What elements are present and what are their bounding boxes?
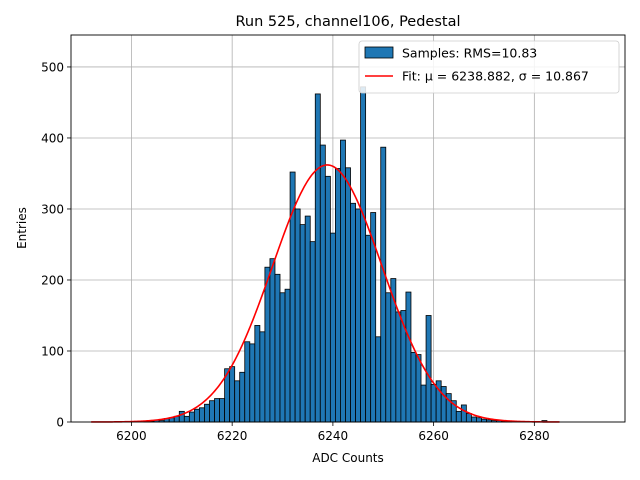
histogram-bar (360, 86, 367, 423)
histogram-bar (209, 400, 215, 423)
legend-fit-label: Fit: μ = 6238.882, σ = 10.867 (402, 69, 589, 84)
y-axis-ticks: 0 100 200 300 400 500 (41, 60, 71, 429)
histogram-bar (335, 168, 341, 423)
histogram-bar (425, 315, 432, 423)
histogram-bar (183, 415, 190, 423)
x-tick-label: 6200 (116, 429, 147, 443)
histogram-bar (405, 291, 412, 423)
histogram-bar (299, 224, 306, 423)
chart-title: Run 525, channel106, Pedestal (235, 14, 460, 30)
y-tick-label: 100 (41, 344, 64, 358)
histogram-bar (259, 331, 266, 423)
histogram-bar (340, 139, 346, 423)
histogram-bar (314, 93, 321, 423)
histogram-bar (355, 208, 361, 423)
histogram-bar (264, 266, 271, 423)
histogram-bar (284, 288, 291, 423)
histogram-bar (375, 336, 382, 423)
histogram-bar (229, 366, 236, 423)
histogram-bar (430, 383, 437, 423)
x-axis-label: ADC Counts (312, 451, 384, 465)
histogram-bar (239, 371, 246, 423)
histogram-bar (350, 202, 356, 423)
histogram-bar (204, 403, 210, 423)
histogram-bar (188, 411, 195, 423)
histogram-bar (244, 341, 251, 423)
histogram-bar (274, 273, 281, 423)
histogram-bar (345, 167, 351, 423)
y-tick-label: 400 (41, 131, 64, 145)
histogram-bar (465, 413, 472, 423)
y-tick-label: 200 (41, 273, 64, 287)
histogram-bar (319, 144, 326, 423)
histogram-bar (193, 408, 200, 423)
x-tick-label: 6280 (519, 429, 550, 443)
histogram-bar (455, 410, 462, 423)
y-axis-label: Entries (15, 207, 29, 249)
histogram-bar (199, 407, 205, 423)
x-tick-label: 6260 (418, 429, 449, 443)
histogram-bar (214, 398, 220, 423)
histogram-bar (269, 258, 276, 423)
histogram-bar (219, 398, 226, 423)
histogram-bar (460, 404, 467, 423)
x-tick-label: 6240 (318, 429, 349, 443)
y-tick-label: 300 (41, 202, 64, 216)
histogram-bar (380, 146, 387, 423)
histogram-bar (329, 232, 336, 423)
histogram-bar (294, 208, 301, 423)
histogram-bar (279, 292, 286, 423)
histogram-bar (395, 311, 402, 423)
x-tick-label: 6220 (217, 429, 248, 443)
y-tick-label: 0 (56, 415, 64, 429)
histogram-bar (324, 175, 331, 423)
histogram-bar (309, 241, 316, 423)
histogram-bar (234, 380, 241, 423)
fit-curve (91, 164, 560, 423)
histogram-bar (365, 234, 372, 423)
histogram-bar (385, 292, 392, 423)
histogram-bar (420, 384, 427, 423)
histogram-bar (304, 215, 311, 423)
legend-hist-swatch (364, 46, 394, 59)
plot-frame (70, 34, 626, 423)
histogram-bar (440, 386, 447, 423)
x-axis-ticks: 6200 6220 6240 6260 6280 (116, 422, 550, 443)
histogram-bar (470, 416, 477, 423)
histogram-bar (289, 171, 296, 423)
legend-hist-label: Samples: RMS=10.83 (402, 46, 537, 61)
histogram-bars (143, 86, 548, 423)
y-tick-label: 500 (41, 60, 64, 74)
histogram-bar (254, 325, 261, 423)
legend-box (358, 40, 620, 94)
histogram-bar (178, 410, 185, 423)
histogram-bar (410, 352, 417, 423)
legend: Samples: RMS=10.83 Fit: μ = 6238.882, σ … (358, 40, 620, 94)
histogram-bar (476, 417, 482, 423)
histogram-bar (415, 354, 422, 423)
histogram-bar (249, 343, 256, 423)
